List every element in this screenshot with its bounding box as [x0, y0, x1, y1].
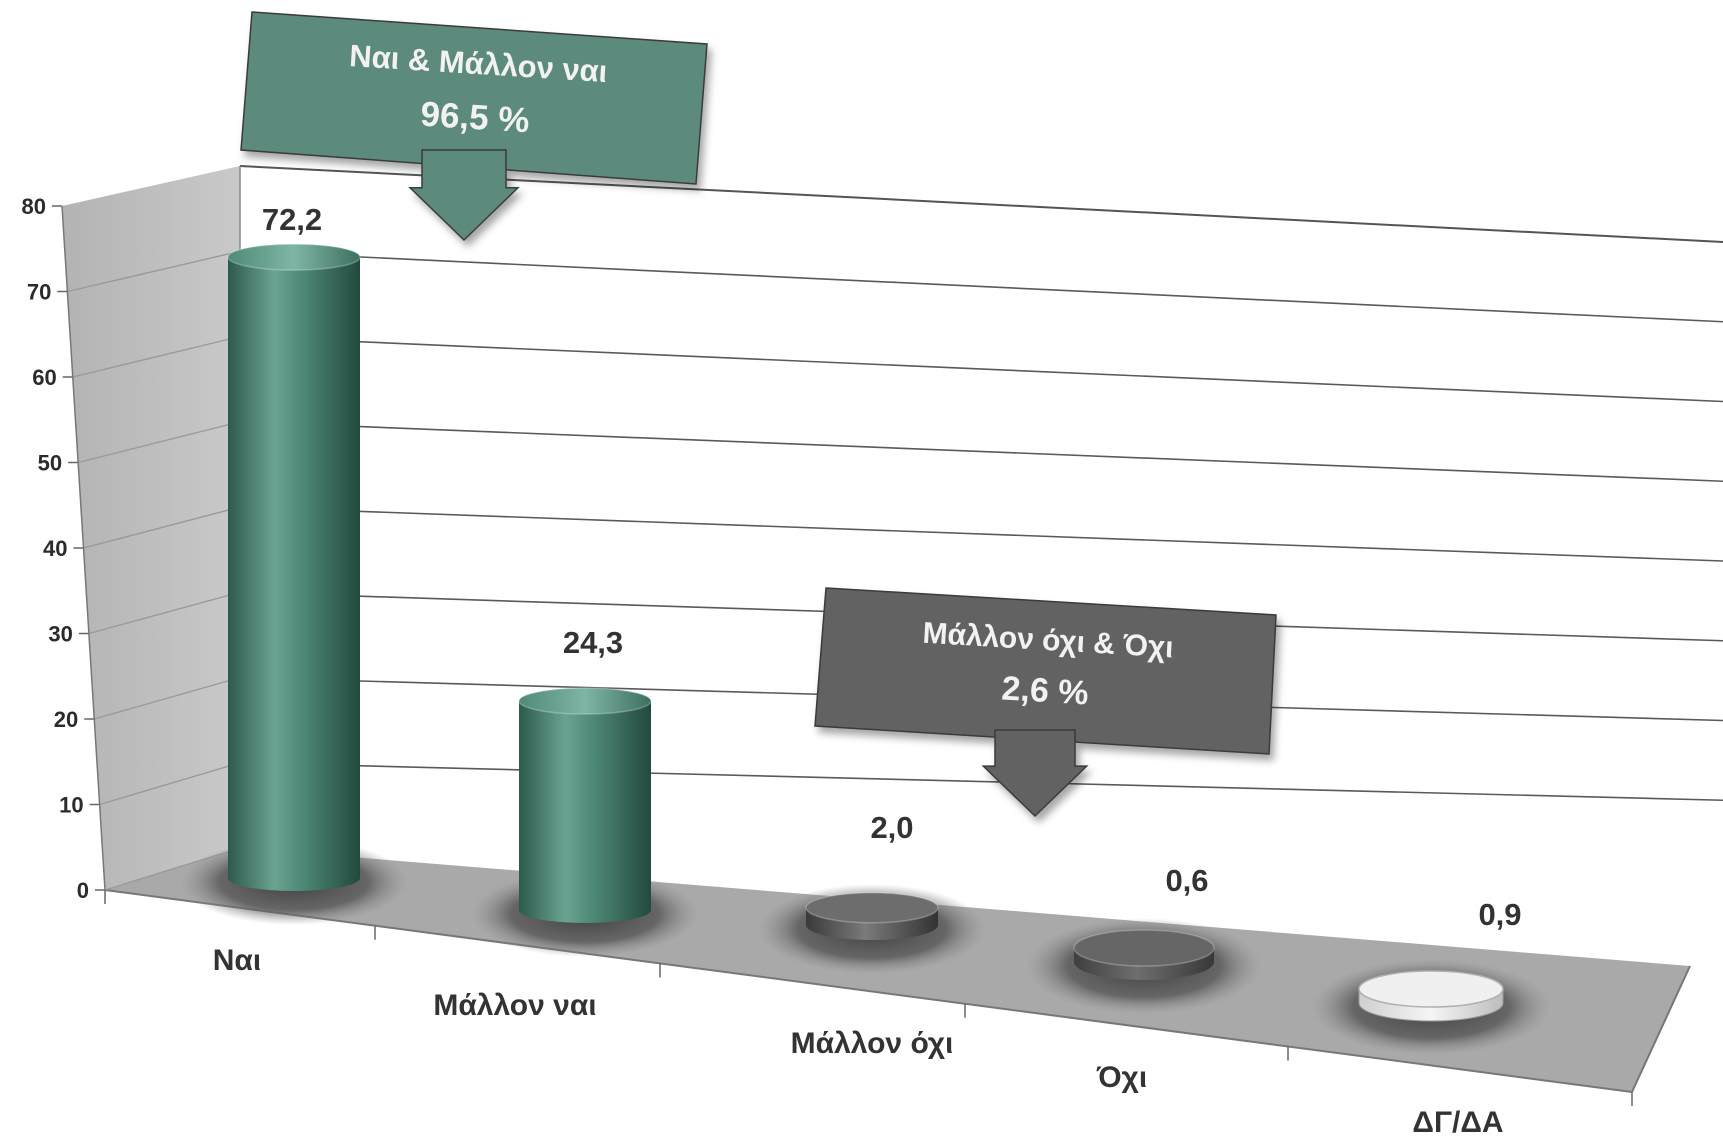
- y-tick-label: 40: [43, 536, 67, 561]
- bar-2: [519, 701, 651, 923]
- bar-top-1: [227, 243, 361, 271]
- floor-right-edge: [1631, 965, 1691, 1093]
- y-tick-label: 20: [54, 707, 78, 732]
- y-axis-tick-labels: 0 10 20 30 40 50 60 70 80: [22, 194, 106, 903]
- category-labels: Ναι Μάλλον ναι Μάλλον όχι Όχι ΔΓ/ΔΑ: [213, 944, 1504, 1136]
- side-gridline: [88, 591, 241, 635]
- data-label: 0,9: [1478, 897, 1521, 932]
- gridline: [239, 506, 1723, 562]
- category-label: ΔΓ/ΔΑ: [1412, 1106, 1503, 1136]
- y-tick-label: 80: [22, 194, 46, 219]
- gridline: [239, 761, 1723, 802]
- category-label: Μάλλον όχι: [791, 1027, 954, 1060]
- chart-side-wall: [62, 166, 240, 890]
- data-label: 24,3: [563, 625, 623, 660]
- floor-front-edge: [104, 889, 1633, 1093]
- gridline: [239, 335, 1723, 403]
- bar-top-2: [518, 687, 652, 715]
- data-label: 2,0: [870, 810, 913, 845]
- bar-top-4: [1073, 929, 1215, 967]
- gridline: [239, 420, 1723, 483]
- callout-value: 96,5 %: [419, 95, 530, 141]
- callout-arrow: [408, 149, 520, 242]
- y-tick-label: 0: [77, 878, 89, 903]
- side-gridline: [99, 762, 241, 806]
- bar-1: [228, 257, 360, 892]
- category-label: Όχι: [1096, 1061, 1147, 1094]
- callout-arrow: [981, 729, 1089, 818]
- data-label: 0,6: [1165, 863, 1208, 898]
- bar-top-5: [1358, 970, 1504, 1008]
- bar-top-3: [805, 892, 939, 924]
- category-label: Μάλλον ναι: [433, 989, 596, 1022]
- y-tick-label: 30: [48, 622, 72, 647]
- data-labels: 72,2 24,3 2,0 0,6 0,9: [262, 202, 1522, 932]
- callout-box: [814, 587, 1277, 755]
- callout-1: [240, 11, 708, 242]
- chart-back-wall: [240, 166, 1723, 880]
- side-gridline: [83, 506, 241, 549]
- y-tick-label: 10: [59, 793, 83, 818]
- side-gridline: [67, 250, 241, 293]
- side-gridline: [94, 676, 241, 720]
- category-label: Ναι: [213, 944, 261, 977]
- gridline: [239, 250, 1723, 323]
- data-label: 72,2: [262, 202, 322, 237]
- y-tick-label: 50: [38, 451, 62, 476]
- callout-box: [240, 11, 708, 185]
- callout-2: [814, 587, 1277, 818]
- callout-value: 2,6 %: [1001, 669, 1090, 712]
- bars: [180, 243, 1551, 1055]
- side-gridline: [72, 335, 241, 378]
- y-tick-label: 70: [27, 280, 51, 305]
- y-axis-line: [61, 205, 106, 891]
- x-axis-ticks: [104, 890, 1633, 1106]
- y-tick-label: 60: [32, 365, 56, 390]
- side-gridline: [77, 421, 241, 464]
